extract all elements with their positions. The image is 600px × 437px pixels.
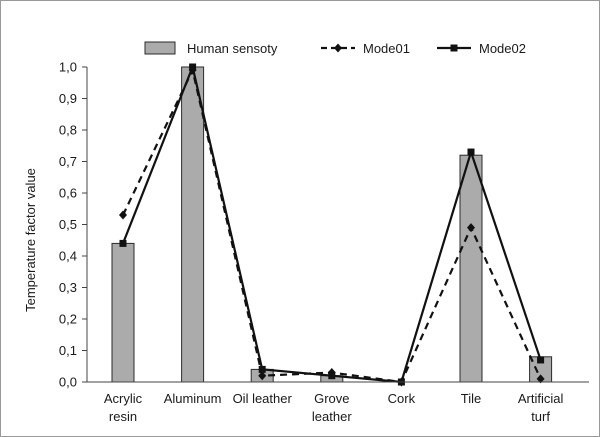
y-tick-label: 0,9 xyxy=(59,91,77,106)
y-axis: 0,0 0,1 0,2 0,3 0,4 0,5 0,6 0,7 0,8 0,9 1,0 xyxy=(59,60,88,390)
legend-label: Mode02 xyxy=(479,41,526,56)
bar-human-sensoty xyxy=(111,242,135,383)
x-tick-label: turf xyxy=(531,409,550,424)
legend-swatch-bar xyxy=(144,41,176,55)
legend: Human sensoty Mode01 Mode02 xyxy=(144,41,526,56)
y-tick-label: 0,1 xyxy=(59,343,77,358)
x-tick-label: Artificial xyxy=(518,391,564,406)
x-tick-label: leather xyxy=(312,409,352,424)
point-mode01 xyxy=(536,374,545,384)
legend-marker-diamond xyxy=(334,43,342,53)
bar-human-sensoty xyxy=(181,66,205,383)
x-axis: Acrylic resin Aluminum Oil leather Grove leat… xyxy=(87,381,589,424)
point-mode02 xyxy=(537,356,545,364)
y-tick-label: 0,2 xyxy=(59,312,77,327)
legend-label: Mode01 xyxy=(363,41,410,56)
y-tick-label: 1,0 xyxy=(59,60,77,75)
point-mode01 xyxy=(119,210,127,220)
y-tick-label: 0,8 xyxy=(59,123,77,138)
point-mode02 xyxy=(328,372,336,380)
x-tick-label: Acrylic xyxy=(104,391,143,406)
y-tick-label: 0,3 xyxy=(59,280,77,295)
bars xyxy=(111,66,553,383)
point-mode02 xyxy=(467,148,475,156)
x-tick-label: Aluminum xyxy=(164,391,222,406)
point-mode01 xyxy=(467,223,475,233)
point-mode02 xyxy=(258,365,266,373)
y-tick-label: 0,7 xyxy=(59,154,77,169)
x-tick-label: Tile xyxy=(461,391,481,406)
y-tick-label: 0,5 xyxy=(59,217,77,232)
y-tick-label: 0,6 xyxy=(59,186,77,201)
point-mode02 xyxy=(119,239,127,247)
point-mode02 xyxy=(189,63,197,71)
y-axis-label: Temperature factor value xyxy=(23,168,38,312)
y-tick-label: 0,4 xyxy=(59,249,77,264)
x-tick-label: Grove xyxy=(314,391,349,406)
legend-marker-square xyxy=(450,44,458,52)
y-tick-label: 0,0 xyxy=(59,375,77,390)
x-tick-label: Oil leather xyxy=(233,391,293,406)
legend-label: Human sensoty xyxy=(187,41,278,56)
point-mode01 xyxy=(258,371,267,381)
x-tick-label: Cork xyxy=(388,391,416,406)
x-tick-label: resin xyxy=(109,409,137,424)
bar-human-sensoty xyxy=(459,154,483,383)
